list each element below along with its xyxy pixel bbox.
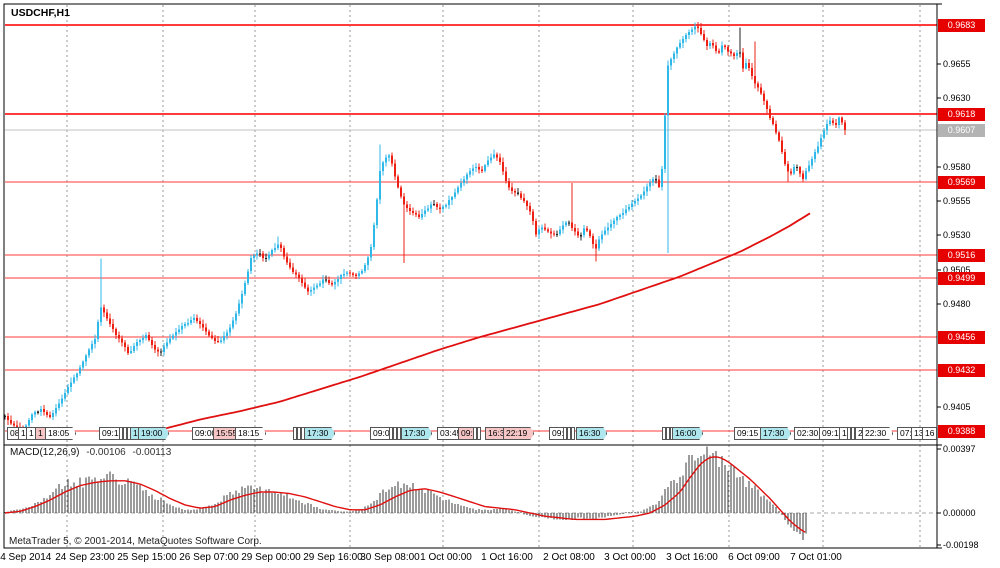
time-axis-label: 1 Oct 00:00 (420, 552, 472, 563)
level-price-badge: 0.9618 (938, 107, 985, 121)
time-tag[interactable]: 16:3 (485, 427, 508, 440)
time-tag-bar[interactable] (297, 427, 301, 440)
price-tick-label: 0.9555 (943, 196, 971, 206)
macd-axis-label: -0.00198 (943, 540, 979, 550)
price-tick-label: 0.9630 (943, 93, 971, 103)
time-tag-bar[interactable] (293, 427, 297, 440)
horizontal-level-lines[interactable] (5, 24, 937, 432)
time-tag-bar[interactable] (666, 427, 670, 440)
time-tag[interactable]: 1 (35, 427, 46, 440)
time-axis-label: 2 Oct 08:00 (543, 552, 595, 563)
level-price-badge: 0.9456 (938, 330, 985, 344)
price-tick-label: 0.9580 (943, 162, 971, 172)
macd-main-value: -0.00106 (86, 447, 126, 458)
panel-frames (3, 3, 942, 549)
time-tag-bar[interactable] (123, 427, 127, 440)
time-axis-label: 24 Sep 23:00 (55, 552, 115, 563)
time-tag-bar[interactable] (851, 427, 855, 440)
time-tag[interactable]: 18:15 (235, 427, 266, 440)
macd-indicator-label: MACD(12,26,9) -0.00106 -0.00113 (10, 447, 171, 458)
candles (4, 22, 847, 436)
price-tick-label: 0.9505 (943, 265, 971, 275)
level-price-badge: 0.9569 (938, 175, 985, 189)
time-axis-label: 6 Oct 09:00 (728, 552, 780, 563)
time-axis-label: 3 Oct 00:00 (604, 552, 656, 563)
time-tag-bar[interactable] (571, 427, 575, 440)
time-tag-bar[interactable] (473, 427, 477, 440)
time-axis-label: 29 Sep 00:00 (241, 552, 301, 563)
time-axis-label: 29 Sep 16:00 (303, 552, 363, 563)
time-tag[interactable]: 18:05 (45, 427, 76, 440)
time-tag[interactable]: 02:30 (794, 427, 825, 440)
price-tick-label: 0.9405 (943, 402, 971, 412)
time-tag[interactable]: 16:30 (576, 427, 607, 440)
time-tag[interactable]: 19:00 (138, 427, 169, 440)
price-tick-label: 0.9480 (943, 299, 971, 309)
time-tag[interactable]: 16:00 (672, 427, 703, 440)
grid-lines (66, 5, 921, 547)
level-price-badge: 0.9432 (938, 363, 985, 377)
level-price-badge: 0.9683 (938, 18, 985, 32)
time-tag-bar[interactable] (567, 427, 571, 440)
macd-signal-value: -0.00113 (132, 447, 172, 458)
time-tag[interactable]: 22:19 (503, 427, 534, 440)
macd-axis-label: 0.00000 (943, 508, 976, 518)
copyright-label: MetaTrader 5, © 2001-2014, MetaQuotes So… (9, 536, 262, 547)
time-axis-label: 1 Oct 16:00 (481, 552, 533, 563)
macd-indicator-name: MACD(12,26,9) (10, 447, 80, 458)
price-tick-label: 0.9530 (943, 230, 971, 240)
time-axis-label: 24 Sep 2014 (0, 552, 52, 563)
time-tag-bar[interactable] (393, 427, 397, 440)
time-tag[interactable]: 17:30 (401, 427, 432, 440)
time-axis-label: 30 Sep 08:00 (360, 552, 420, 563)
time-axis-label: 25 Sep 15:00 (117, 552, 177, 563)
level-price-badge: 0.9388 (938, 424, 985, 438)
time-axis-label: 26 Sep 07:00 (179, 552, 239, 563)
macd-signal-line (4, 456, 806, 533)
time-tag[interactable]: 16 (922, 427, 938, 440)
time-tag-bar[interactable] (477, 427, 481, 440)
symbol-timeframe-label: USDCHF,H1 (11, 7, 70, 19)
time-tag-bar[interactable] (389, 427, 393, 440)
current-price-badge: 0.9607 (938, 123, 985, 137)
time-tag[interactable]: 22:30 (862, 427, 893, 440)
time-axis-label: 3 Oct 16:00 (666, 552, 718, 563)
macd-histogram (4, 446, 807, 540)
macd-axis-label: 0.00397 (943, 444, 976, 454)
time-tag-bar[interactable] (563, 427, 567, 440)
time-tag-bar[interactable] (397, 427, 401, 440)
price-tick-label: 0.9655 (943, 59, 971, 69)
time-tag-bar[interactable] (662, 427, 666, 440)
time-tag-bar[interactable] (847, 427, 851, 440)
moving-average-line[interactable] (157, 212, 811, 432)
time-tag[interactable]: 17:30 (760, 427, 791, 440)
time-tag-bar[interactable] (119, 427, 123, 440)
time-tag[interactable]: 17:30 (304, 427, 335, 440)
time-axis-label: 7 Oct 01:00 (790, 552, 842, 563)
time-tag[interactable]: 09:15 (734, 427, 765, 440)
level-price-badge: 0.9516 (938, 248, 985, 262)
level-price-badge: 0.9499 (938, 271, 985, 285)
